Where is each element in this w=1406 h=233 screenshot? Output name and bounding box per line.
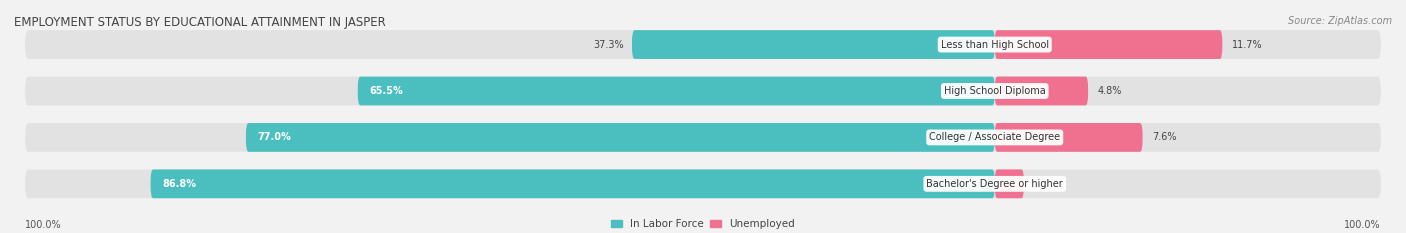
FancyBboxPatch shape <box>25 123 1381 152</box>
FancyBboxPatch shape <box>995 30 1222 59</box>
Text: 7.6%: 7.6% <box>1153 132 1177 142</box>
FancyBboxPatch shape <box>246 123 995 152</box>
FancyBboxPatch shape <box>633 30 995 59</box>
Text: 1.5%: 1.5% <box>1033 179 1059 189</box>
FancyBboxPatch shape <box>995 169 1024 198</box>
FancyBboxPatch shape <box>995 123 1143 152</box>
Text: 77.0%: 77.0% <box>257 132 291 142</box>
Text: 4.8%: 4.8% <box>1098 86 1122 96</box>
FancyBboxPatch shape <box>357 77 995 105</box>
Text: 11.7%: 11.7% <box>1232 40 1263 50</box>
FancyBboxPatch shape <box>25 30 1381 59</box>
Text: 100.0%: 100.0% <box>1344 220 1381 230</box>
Text: 37.3%: 37.3% <box>593 40 624 50</box>
Text: Source: ZipAtlas.com: Source: ZipAtlas.com <box>1288 16 1392 26</box>
FancyBboxPatch shape <box>25 169 1381 198</box>
Text: 86.8%: 86.8% <box>162 179 197 189</box>
Text: College / Associate Degree: College / Associate Degree <box>929 132 1060 142</box>
Legend: In Labor Force, Unemployed: In Labor Force, Unemployed <box>607 215 799 233</box>
FancyBboxPatch shape <box>995 77 1088 105</box>
FancyBboxPatch shape <box>150 169 995 198</box>
Text: Less than High School: Less than High School <box>941 40 1049 50</box>
Text: Bachelor's Degree or higher: Bachelor's Degree or higher <box>927 179 1063 189</box>
Text: 65.5%: 65.5% <box>370 86 404 96</box>
Text: 100.0%: 100.0% <box>25 220 62 230</box>
Text: High School Diploma: High School Diploma <box>943 86 1046 96</box>
FancyBboxPatch shape <box>25 77 1381 105</box>
Text: EMPLOYMENT STATUS BY EDUCATIONAL ATTAINMENT IN JASPER: EMPLOYMENT STATUS BY EDUCATIONAL ATTAINM… <box>14 16 385 29</box>
